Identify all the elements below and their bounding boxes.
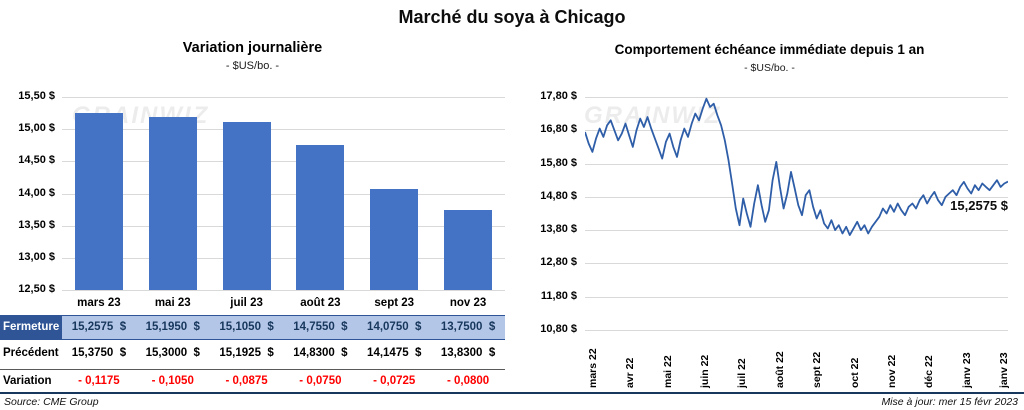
update-note: Mise à jour: mer 15 févr 2023: [881, 396, 1018, 408]
y-axis-label: 10,80 $: [540, 323, 577, 335]
x-axis-label: mai 22: [662, 355, 674, 388]
y-axis-label: 14,00 $: [18, 187, 55, 199]
y-axis-label: 16,80 $: [540, 123, 577, 135]
gridline: [585, 97, 1008, 98]
y-axis-label: 14,50 $: [18, 154, 55, 166]
gridline: [62, 97, 505, 98]
line-chart-y-axis: 17,80 $ 16,80 $ 15,80 $ 14,80 $ 13,80 $ 12,80…: [520, 0, 580, 410]
gridline: [585, 297, 1008, 298]
y-axis-label: 13,00 $: [18, 251, 55, 263]
table-cell: 14,0750 $: [357, 316, 432, 339]
y-axis-label: 12,50 $: [18, 283, 55, 295]
gridline: [62, 258, 505, 259]
x-axis-label: déc 22: [923, 355, 935, 388]
bar: [75, 113, 123, 290]
x-axis-label: juil 22: [736, 358, 748, 388]
x-axis-label: juin 22: [699, 354, 711, 388]
category-label: mars 23: [77, 297, 121, 309]
page-title: Marché du soya à Chicago: [398, 7, 626, 27]
table-row-fermeture: Fermeture 15,2575 $15,1950 $15,1050 $14,7…: [0, 315, 505, 340]
bar: [223, 122, 271, 290]
gridline: [62, 194, 505, 195]
x-axis-label: août 22: [774, 351, 786, 388]
bar-chart-plot: [62, 97, 505, 291]
category-label: juil 23: [230, 297, 263, 309]
bar: [149, 117, 197, 290]
last-price-annotation: 15,2575 $: [950, 198, 1008, 213]
bar: [444, 210, 492, 290]
line-chart-subtitle: - $US/bo. -: [744, 62, 795, 74]
table-cell: 14,7550 $: [283, 316, 358, 339]
line-chart-title: Comportement échéance immédiate depuis 1…: [614, 42, 925, 57]
bar: [370, 189, 418, 290]
y-axis-label: 15,00 $: [18, 122, 55, 134]
table-cell: 15,3000 $: [145, 347, 200, 359]
bar-chart-title: Variation journalière: [182, 40, 323, 56]
y-axis-label: 11,80 $: [540, 290, 577, 302]
table-cell: - 0,0725: [373, 375, 416, 387]
x-axis-label: nov 22: [886, 354, 898, 388]
bar-chart-y-axis: 15,50 $ 15,00 $ 14,50 $ 14,00 $ 13,50 $ 13,00…: [0, 0, 58, 410]
gridline: [585, 164, 1008, 165]
x-axis-label: mars 22: [587, 348, 599, 388]
table-row-variation: Variation - 0,1175 - 0,1050 - 0,0875 - 0,075…: [0, 369, 505, 392]
table-cell: 15,2575 $: [62, 316, 136, 339]
table-corner: [0, 293, 62, 313]
table-cell: - 0,1050: [151, 375, 194, 387]
bar-chart-category-row: mars 23 mai 23 juil 23 août 23 sept 23 nov 23: [0, 293, 505, 313]
y-axis-label: 15,80 $: [540, 157, 577, 169]
gridline: [585, 230, 1008, 231]
table-cell: - 0,1175: [78, 375, 120, 387]
gridline: [62, 226, 505, 227]
bar-chart-subtitle: - $US/bo. -: [225, 60, 280, 72]
y-axis-label: 13,50 $: [18, 219, 55, 231]
row-label: Fermeture: [0, 316, 62, 339]
x-axis-label: janv 23: [961, 352, 973, 388]
price-line-series: [585, 97, 1008, 237]
table-cell: 15,1950 $: [135, 316, 210, 339]
table-cell: - 0,0875: [225, 375, 268, 387]
category-label: mai 23: [154, 297, 191, 309]
table-cell: - 0,0750: [299, 375, 342, 387]
table-cell: - 0,0800: [446, 375, 490, 387]
gridline: [585, 263, 1008, 264]
x-axis-label: janv 23: [998, 352, 1010, 388]
y-axis-label: 14,80 $: [540, 190, 577, 202]
table-cell: 15,3750 $: [71, 347, 127, 359]
table-cell: 13,8300 $: [440, 347, 496, 359]
category-label: nov 23: [449, 297, 487, 309]
table-cell: 15,1925 $: [219, 347, 274, 359]
gridline: [585, 330, 1008, 331]
y-axis-label: 15,50 $: [18, 90, 55, 102]
y-axis-label: 13,80 $: [540, 223, 577, 235]
x-axis-label: avr 22: [624, 357, 636, 388]
row-label: Variation: [3, 375, 52, 387]
x-axis-label: sept 22: [811, 351, 823, 388]
table-row-precedent: Précédent 15,3750 $ 15,3000 $ 15,1925 $ 14,8…: [0, 342, 505, 365]
category-label: sept 23: [374, 297, 415, 309]
y-axis-label: 12,80 $: [540, 256, 577, 268]
bar: [296, 145, 344, 290]
gridline: [585, 130, 1008, 131]
footer: Source: CME Group Mise à jour: mer 15 fé…: [0, 396, 1024, 408]
category-label: août 23: [300, 297, 341, 309]
table-cell: 14,1475 $: [367, 347, 422, 359]
source-note: Source: CME Group: [4, 396, 99, 408]
footer-divider: [0, 392, 1024, 394]
gridline: [62, 129, 505, 130]
gridline: [62, 290, 505, 291]
line-chart-plot: [585, 97, 1008, 331]
gridline: [62, 161, 505, 162]
table-cell: 13,7500 $: [431, 316, 505, 339]
y-axis-label: 17,80 $: [540, 90, 577, 102]
table-cell: 15,1050 $: [209, 316, 284, 339]
row-label: Précédent: [3, 347, 59, 359]
x-axis-label: oct 22: [849, 357, 861, 388]
table-cell: 14,8300 $: [293, 347, 348, 359]
